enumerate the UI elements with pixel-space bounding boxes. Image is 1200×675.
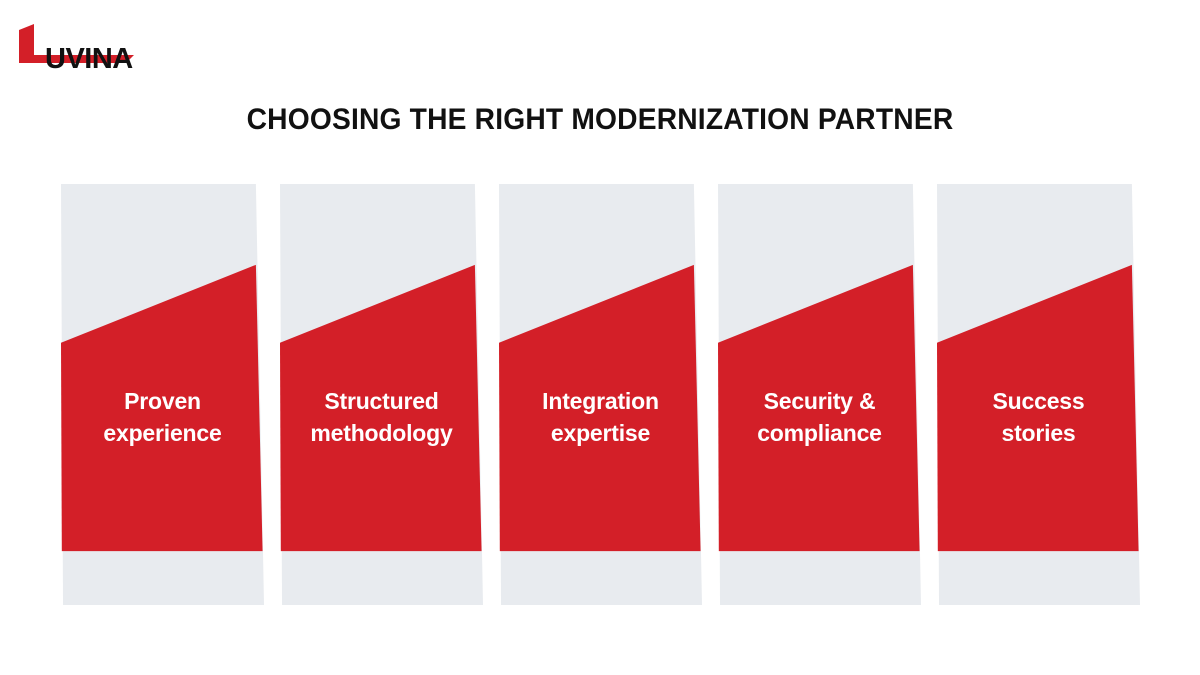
criteria-card-integration-expertise[interactable]: Integration expertise	[499, 184, 702, 605]
luvina-logo-mark	[19, 24, 134, 63]
card-label: Security & compliance	[757, 388, 882, 446]
luvina-logo: UVINA	[14, 22, 144, 74]
card-label: Success stories	[992, 388, 1085, 446]
criteria-card-success-stories[interactable]: Success stories	[937, 184, 1140, 605]
page-title: CHOOSING THE RIGHT MODERNIZATION PARTNER	[246, 103, 954, 136]
card-label: Proven experience	[103, 388, 222, 446]
card-label: Structured methodology	[310, 388, 453, 446]
criteria-card-proven-experience[interactable]: Proven experience	[61, 184, 264, 605]
card-label: Integration expertise	[542, 388, 659, 446]
criteria-card-structured-methodology[interactable]: Structured methodology	[280, 184, 483, 605]
criteria-card-security-compliance[interactable]: Security & compliance	[718, 184, 921, 605]
partner-criteria-row: Proven experience Structured methodology…	[0, 184, 1200, 606]
luvina-wordmark: UVINA	[45, 43, 133, 75]
